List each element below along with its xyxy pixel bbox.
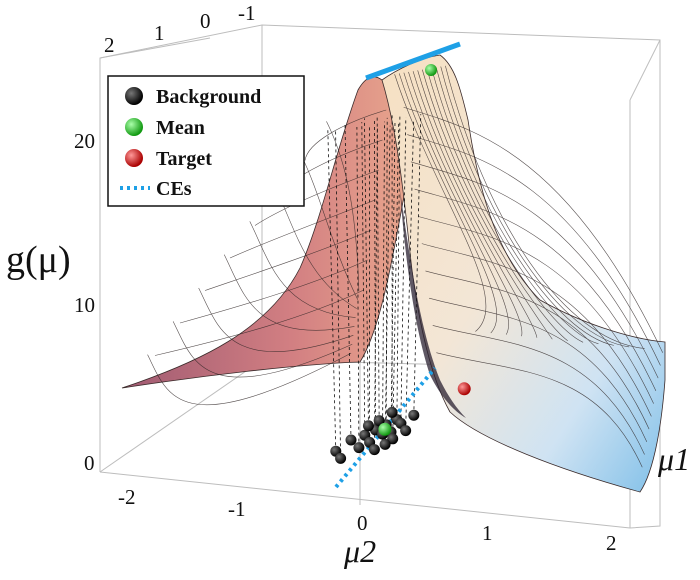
background-point xyxy=(400,425,412,437)
back-axis-ticks: 2 1 0 -1 xyxy=(104,1,256,57)
projection-line xyxy=(405,120,415,431)
back-tick: -1 xyxy=(238,1,256,25)
background-point xyxy=(408,409,420,421)
mesh-line xyxy=(426,68,584,343)
projection-line xyxy=(384,125,391,445)
legend: Background Mean Target CEs xyxy=(107,75,305,207)
x-tick: -1 xyxy=(228,497,246,521)
mesh-line xyxy=(254,169,379,226)
mesh-line xyxy=(407,134,661,366)
ce-top-line xyxy=(365,41,461,81)
legend-background-marker xyxy=(125,87,143,105)
back-tick: 1 xyxy=(154,21,165,45)
mean-point xyxy=(378,422,392,436)
x-tick: 0 xyxy=(357,511,368,535)
mesh-line xyxy=(417,70,553,340)
background-point xyxy=(373,415,385,427)
z-axis-title: g(μ) xyxy=(6,239,71,281)
back-tick: 2 xyxy=(104,33,115,57)
legend-target-label: Target xyxy=(156,148,212,170)
projection-line xyxy=(382,121,385,435)
mesh-line xyxy=(408,71,523,337)
x-tick: -2 xyxy=(118,485,136,509)
mesh-line xyxy=(304,109,387,161)
z-axis-ticks: 0 10 20 xyxy=(74,129,95,475)
mesh-line xyxy=(223,254,355,331)
mesh-line xyxy=(436,352,643,468)
surface-right-flank xyxy=(381,54,666,493)
mesh-line xyxy=(204,229,372,291)
mesh-line xyxy=(154,289,364,356)
mesh-line xyxy=(394,74,487,332)
projection-line xyxy=(335,131,341,459)
background-point xyxy=(386,406,398,418)
mesh-line xyxy=(172,321,353,378)
x-axis-title: μ2 xyxy=(343,533,376,569)
back-tick: 0 xyxy=(200,9,211,33)
background-point xyxy=(362,420,374,432)
x-tick: 2 xyxy=(606,531,617,555)
mesh-line xyxy=(412,71,538,338)
mean-top-marker xyxy=(425,64,437,76)
background-point xyxy=(379,438,391,450)
background-point xyxy=(345,434,357,446)
mesh-line xyxy=(435,67,614,346)
x-tick: 1 xyxy=(482,521,493,545)
y-axis-title: μ1 xyxy=(657,441,690,477)
projection-line xyxy=(392,123,400,439)
mesh-line xyxy=(403,106,663,353)
mesh-line xyxy=(326,121,360,291)
mesh-line xyxy=(249,221,356,318)
mesh-line xyxy=(398,73,497,334)
x-axis-ticks: -2 -1 0 1 2 xyxy=(118,485,617,555)
target-point xyxy=(457,382,471,396)
projection-line xyxy=(344,123,352,441)
projection-lines xyxy=(327,112,422,459)
background-point xyxy=(387,433,399,445)
mesh-line xyxy=(198,287,354,352)
background-point xyxy=(353,442,365,454)
mesh-line xyxy=(429,297,648,442)
mesh-line xyxy=(431,67,599,345)
mesh-line xyxy=(421,243,652,417)
mesh-line xyxy=(418,216,654,404)
mesh-line xyxy=(445,65,645,349)
projection-line xyxy=(376,116,380,421)
mesh-line xyxy=(414,188,657,392)
legend-mean-marker xyxy=(125,118,143,136)
projection-line xyxy=(361,122,366,436)
mesh-line xyxy=(147,352,352,405)
surface-mesh xyxy=(147,65,663,468)
surface-ridge xyxy=(400,190,466,418)
mesh-line xyxy=(422,69,568,342)
background-point xyxy=(368,444,380,456)
data-points xyxy=(330,382,471,464)
legend-background-label: Background xyxy=(156,86,261,108)
z-tick: 10 xyxy=(74,293,95,317)
projection-line xyxy=(413,114,422,416)
mesh-line xyxy=(410,161,659,379)
mesh-line xyxy=(432,325,645,455)
projection-line xyxy=(396,115,401,420)
mesh-line xyxy=(179,259,368,324)
background-point xyxy=(335,452,347,464)
legend-mean-label: Mean xyxy=(156,117,205,139)
projection-line xyxy=(374,119,376,431)
legend-target-marker xyxy=(125,149,143,167)
mesh-line xyxy=(300,154,359,300)
z-tick: 20 xyxy=(74,129,95,153)
mesh-line xyxy=(425,270,650,430)
mesh-line xyxy=(403,72,509,335)
projection-line xyxy=(390,120,396,433)
z-tick: 0 xyxy=(84,451,95,475)
legend-ces-label: CEs xyxy=(156,178,192,200)
